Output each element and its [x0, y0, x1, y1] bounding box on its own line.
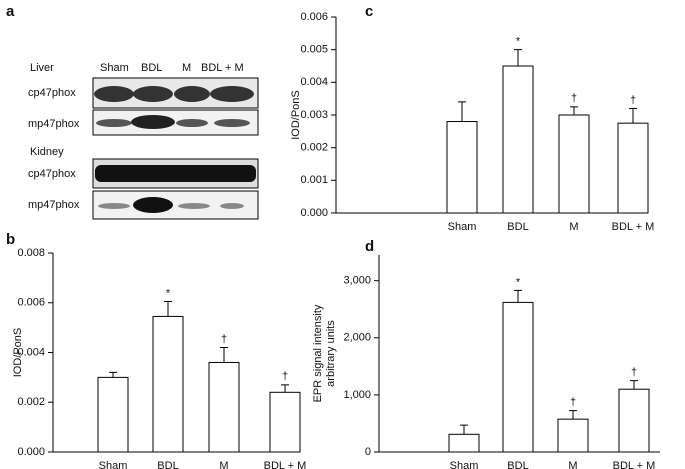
band [95, 165, 256, 182]
significance-mark: * [516, 276, 521, 288]
column-label: M [182, 62, 191, 74]
panel-a: a Liver Sham BDL M BDL + M cp47phox mp47… [6, 3, 259, 220]
bar [617, 122, 649, 214]
significance-mark: † [221, 333, 227, 345]
y-axis-label: EPR signal intensity [312, 304, 324, 402]
x-tick-label: BDL + M [612, 221, 655, 233]
x-tick-label: Sham [450, 460, 479, 469]
x-tick-label: M [568, 460, 577, 469]
error-bar [629, 107, 637, 124]
significance-mark: * [516, 36, 521, 48]
bar [557, 418, 589, 453]
bar [269, 391, 301, 453]
row-label: cp47phox [28, 87, 76, 99]
x-tick-label: Sham [448, 221, 477, 233]
y-tick-label: 0.004 [300, 76, 328, 88]
significance-mark: † [282, 371, 288, 383]
bands [98, 197, 244, 213]
bar [558, 114, 590, 214]
significance-mark: † [630, 94, 636, 106]
y-tick-label: 0.003 [300, 109, 328, 121]
y-axis-label: arbitrary units [325, 320, 337, 387]
bands [96, 115, 250, 129]
column-label: BDL + M [201, 62, 244, 74]
bands [94, 86, 254, 102]
y-tick-label: 2,000 [343, 332, 371, 344]
error-bar [514, 49, 522, 66]
x-tick-label: M [219, 460, 228, 469]
significance-mark: † [631, 367, 637, 379]
row-label: cp47phox [28, 168, 76, 180]
panel-label: d [365, 238, 374, 255]
y-tick-label: 0.000 [300, 207, 328, 219]
y-tick-label: 0.006 [17, 297, 45, 309]
y-tick-label: 0 [365, 446, 371, 458]
row-label: mp47phox [28, 118, 80, 130]
bar [97, 376, 129, 453]
x-tick-label: BDL + M [613, 460, 656, 469]
panel-label: c [365, 3, 373, 20]
x-tick-label: Sham [99, 460, 128, 469]
y-axis-label: IOD/PonS [12, 328, 24, 378]
bar-chart: c 0.000 0.001 0.002 0.003 0.004 0.005 0.006 IOD/… [290, 3, 654, 233]
panel-label: b [6, 231, 15, 248]
x-tick-label: BDL [507, 460, 528, 469]
y-tick-label: 1,000 [343, 389, 371, 401]
error-bar [458, 101, 466, 122]
error-bar [630, 380, 638, 390]
bar-chart: d 0 1,000 2,000 3,000 EPR signal intensity arb… [312, 238, 660, 469]
significance-mark: * [166, 287, 171, 299]
error-bar [220, 347, 228, 363]
bar [502, 65, 534, 214]
column-label: BDL [141, 62, 162, 74]
y-tick-label: 0.001 [300, 174, 328, 186]
bar [446, 121, 478, 214]
error-bar [569, 410, 577, 420]
significance-mark: † [570, 397, 576, 409]
bar [618, 388, 650, 453]
error-bar [109, 371, 117, 378]
y-tick-label: 0.002 [300, 142, 328, 154]
y-tick-label: 0.005 [300, 44, 328, 56]
error-bar [164, 301, 172, 317]
row-label: mp47phox [28, 199, 80, 211]
y-tick-label: 0.008 [17, 247, 45, 259]
significance-mark: † [571, 93, 577, 105]
error-bar [514, 289, 522, 303]
tissue-label: Kidney [30, 146, 64, 158]
x-tick-label: BDL + M [264, 460, 307, 469]
x-tick-label: BDL [157, 460, 178, 469]
error-bar [281, 384, 289, 393]
bar [208, 361, 240, 453]
x-tick-label: BDL [507, 221, 528, 233]
error-bar [570, 106, 578, 115]
error-bar [460, 424, 468, 435]
x-tick-label: M [569, 221, 578, 233]
bar-chart: b 0.000 0.002 0.004 0.006 0.008 IOD/PonS Sham * B… [6, 231, 306, 469]
tissue-label: Liver [30, 62, 54, 74]
y-tick-label: 0.004 [17, 346, 45, 358]
bar [152, 315, 184, 453]
y-axis-label: IOD/PonS [290, 90, 302, 140]
panel-label: a [6, 3, 15, 20]
y-tick-label: 3,000 [343, 275, 371, 287]
bar [502, 301, 534, 453]
y-tick-label: 0.006 [300, 11, 328, 23]
y-tick-label: 0.002 [17, 396, 45, 408]
y-tick-label: 0.000 [17, 446, 45, 458]
bar [448, 433, 480, 453]
column-label: Sham [100, 62, 129, 74]
